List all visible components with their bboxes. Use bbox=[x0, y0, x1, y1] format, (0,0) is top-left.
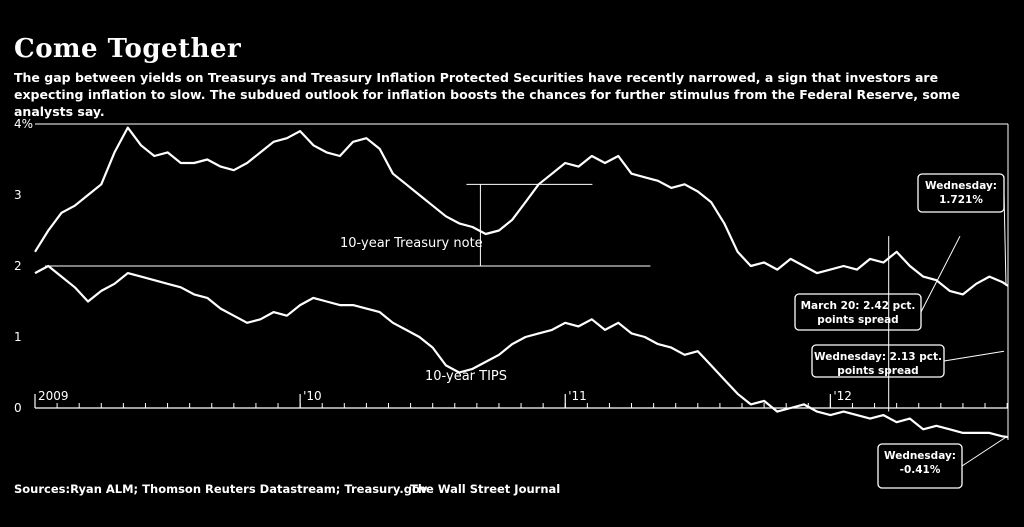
y-tick-label: 3 bbox=[14, 188, 22, 202]
x-tick-label: '11 bbox=[568, 389, 587, 403]
series-group: 10-year Treasury note 10-year TIPS bbox=[34, 126, 1009, 439]
callout-box bbox=[877, 443, 963, 489]
x-tick-label: 2009 bbox=[38, 389, 69, 403]
credit-note: The Wall Street Journal bbox=[410, 482, 561, 496]
callouts: Wednesday: 1.721% March 20: 2.42 pct. point… bbox=[45, 124, 1009, 489]
series-line-tips bbox=[34, 264, 1009, 439]
callout-leader bbox=[961, 436, 1007, 467]
sources-note: Sources:Ryan ALM; Thomson Reuters Datast… bbox=[14, 482, 428, 496]
callout-text: points spread bbox=[817, 314, 898, 326]
callout-leader bbox=[943, 350, 1005, 362]
callout-text: -0.41% bbox=[900, 464, 941, 476]
callout-text: points spread bbox=[837, 365, 918, 377]
callout-text: Wednesday: 2.13 pct. bbox=[814, 351, 942, 363]
x-tick-label: '10 bbox=[303, 389, 322, 403]
series-line-treasury bbox=[34, 126, 1009, 296]
series-label: 10-year Treasury note bbox=[340, 236, 483, 251]
y-tick-label: 4% bbox=[14, 117, 33, 131]
callout-box bbox=[811, 344, 945, 378]
callout-box bbox=[917, 173, 1005, 213]
callout-text: Wednesday: bbox=[925, 180, 997, 192]
callout-box bbox=[794, 293, 922, 331]
axes: 4% 3 2 1 0 2009 '10 '11 '12 bbox=[14, 117, 1008, 415]
x-tick-label: '12 bbox=[833, 389, 852, 403]
callout-text: March 20: 2.42 pct. bbox=[801, 300, 916, 312]
y-tick-label: 2 bbox=[14, 259, 22, 273]
chart-title: Come Together bbox=[14, 34, 242, 64]
callout-text: 1.721% bbox=[939, 194, 983, 206]
chart-subtitle: The gap between yields on Treasurys and … bbox=[14, 70, 960, 119]
y-tick-label: 1 bbox=[14, 330, 22, 344]
y-tick-label: 0 bbox=[14, 401, 22, 415]
callout-text: Wednesday: bbox=[884, 450, 956, 462]
callout-leader bbox=[920, 235, 961, 313]
series-label: 10-year TIPS bbox=[425, 369, 507, 384]
